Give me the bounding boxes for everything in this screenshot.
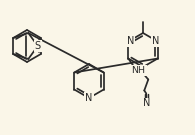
Text: NH: NH	[131, 66, 145, 75]
Text: N: N	[143, 99, 150, 109]
Text: S: S	[35, 41, 41, 51]
Text: N: N	[152, 36, 159, 46]
Text: N: N	[127, 36, 134, 46]
Text: N: N	[85, 93, 93, 103]
